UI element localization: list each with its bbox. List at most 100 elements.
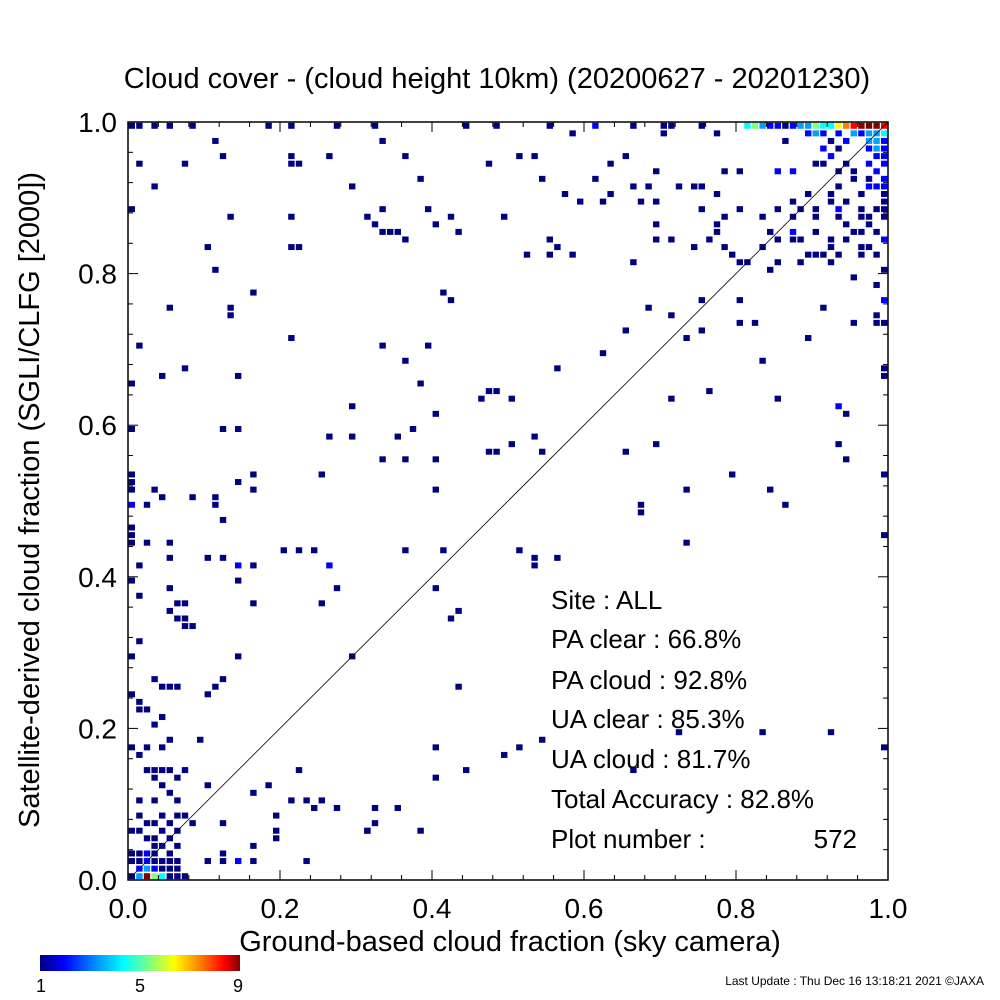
heatmap-cell <box>166 767 173 774</box>
heatmap-cell <box>721 213 728 220</box>
heatmap-cell <box>143 744 151 751</box>
heatmap-cell <box>668 395 675 402</box>
heatmap-cell <box>881 297 888 304</box>
heatmap-cell <box>128 122 135 129</box>
heatmap-cell <box>128 532 135 539</box>
heatmap-cell <box>136 850 143 857</box>
heatmap-cell <box>379 137 386 144</box>
heatmap-cell <box>136 858 143 865</box>
heatmap-cell <box>151 842 158 849</box>
stat-plot-number-label: Plot number : <box>551 824 706 854</box>
heatmap-cell <box>835 403 842 410</box>
heatmap-cell <box>166 539 173 546</box>
heatmap-cell <box>379 206 386 213</box>
heatmap-cell <box>478 395 485 402</box>
heatmap-cell <box>881 471 888 478</box>
heatmap-cell <box>736 297 743 304</box>
heatmap-cell <box>250 562 257 569</box>
heatmap-cell <box>865 221 873 228</box>
heatmap-cell <box>759 357 766 364</box>
heatmap-cell <box>767 228 774 235</box>
heatmap-cell <box>432 221 439 228</box>
heatmap-cell <box>235 426 242 432</box>
heatmap-cell <box>349 403 356 410</box>
heatmap-cell <box>835 130 842 137</box>
heatmap-cell <box>516 153 523 160</box>
heatmap-cell <box>599 198 607 205</box>
heatmap-cell <box>736 319 743 326</box>
heatmap-cell <box>151 721 158 728</box>
heatmap-cell <box>774 259 781 266</box>
heatmap-cell <box>820 130 827 137</box>
heatmap-cell <box>402 357 409 364</box>
heatmap-cell <box>501 751 508 758</box>
heatmap-cell <box>219 858 227 865</box>
heatmap-cell <box>455 683 462 690</box>
heatmap-cell <box>881 145 888 152</box>
heatmap-cell <box>812 160 819 167</box>
heatmap-cell <box>858 130 865 137</box>
heatmap-cell <box>219 153 227 160</box>
heatmap-cell <box>546 122 553 129</box>
heatmap-cell <box>128 744 135 751</box>
heatmap-cell <box>516 744 523 751</box>
heatmap-cell <box>881 365 888 372</box>
heatmap-cell <box>371 820 379 827</box>
heatmap-cell <box>865 130 873 137</box>
y-tick-label: 0.0 <box>78 865 117 896</box>
heatmap-cell <box>181 767 189 774</box>
heatmap-cell <box>311 547 318 554</box>
heatmap-cell <box>774 395 781 402</box>
heatmap-cell <box>326 562 333 569</box>
heatmap-cell <box>683 486 690 493</box>
heatmap-cell <box>288 160 295 167</box>
heatmap-cell <box>653 441 660 448</box>
heatmap-cell <box>729 471 736 478</box>
x-tick-label: 0.6 <box>565 893 604 924</box>
heatmap-cell <box>843 137 850 144</box>
heatmap-cell <box>136 706 143 713</box>
heatmap-cell <box>166 820 173 827</box>
heatmap-cell <box>873 183 880 190</box>
heatmap-cell <box>485 388 493 395</box>
heatmap-cell <box>835 206 842 213</box>
heatmap-cell <box>166 683 173 690</box>
heatmap-cell <box>531 562 538 569</box>
heatmap-cell <box>599 350 607 357</box>
heatmap-cell <box>805 251 812 258</box>
heatmap-cell <box>812 130 819 137</box>
heatmap-cell <box>159 827 166 834</box>
heatmap-cell <box>881 153 888 160</box>
heatmap-cell <box>607 191 614 197</box>
heatmap-cell <box>812 251 819 258</box>
heatmap-cell <box>592 122 599 129</box>
heatmap-cell <box>759 729 766 736</box>
heatmap-cell <box>174 858 181 865</box>
heatmap-cell <box>204 244 211 251</box>
heatmap-cell <box>447 213 455 220</box>
heatmap-cell <box>485 448 493 455</box>
heatmap-cell <box>501 213 508 220</box>
heatmap-cell <box>873 281 880 288</box>
heatmap-cell <box>881 236 888 243</box>
heatmap-cell <box>668 236 675 243</box>
heatmap-cell <box>675 183 683 190</box>
heatmap-cell <box>843 198 850 205</box>
heatmap-cell <box>151 797 158 804</box>
heatmap-cell <box>850 319 857 326</box>
heatmap-cell <box>432 456 439 463</box>
heatmap-cell <box>174 865 181 872</box>
heatmap-cell <box>387 228 394 235</box>
heatmap-cell <box>835 441 842 448</box>
heatmap-cell <box>881 372 888 379</box>
heatmap-cell <box>827 153 835 160</box>
colorbar-label-max: 9 <box>233 976 243 996</box>
heatmap-cell <box>645 183 652 190</box>
heatmap-cell <box>873 312 880 319</box>
heatmap-cell <box>204 782 211 789</box>
heatmap-cell <box>227 213 234 220</box>
heatmap-cell <box>136 751 143 758</box>
heatmap-cell <box>295 547 303 554</box>
heatmap-cell <box>554 554 561 561</box>
